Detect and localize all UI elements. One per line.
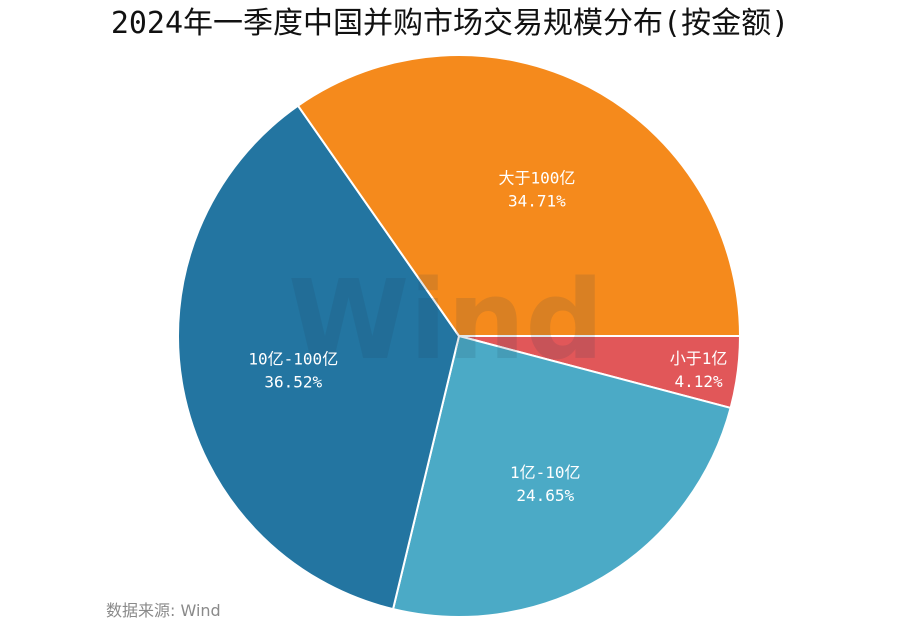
slice-percent-label: 34.71%	[508, 192, 566, 211]
pie-labels: 小于1亿 4.12% 1亿-10亿 24.65% 10亿-100亿 36.52% 大于100…	[248, 169, 727, 505]
chart-title: 2024年一季度中国并购市场交易规模分布(按金额)	[110, 6, 790, 41]
pie-slice	[297, 54, 741, 337]
slice-percent-label: 24.65%	[516, 486, 574, 505]
slice-category-label: 1亿-10亿	[510, 463, 581, 482]
slice-percent-label: 36.52%	[264, 372, 322, 391]
watermark-text: Wind	[288, 256, 604, 384]
slice-category-label: 大于100亿	[498, 169, 575, 188]
pie-slices	[177, 54, 741, 618]
slice-percent-label: 4.12%	[675, 372, 724, 391]
slice-category-label: 小于1亿	[670, 349, 728, 368]
source-note: 数据来源: Wind	[106, 601, 221, 620]
pie-slice	[177, 104, 460, 611]
slice-category-label: 10亿-100亿	[248, 349, 338, 368]
pie-slice	[392, 335, 732, 618]
